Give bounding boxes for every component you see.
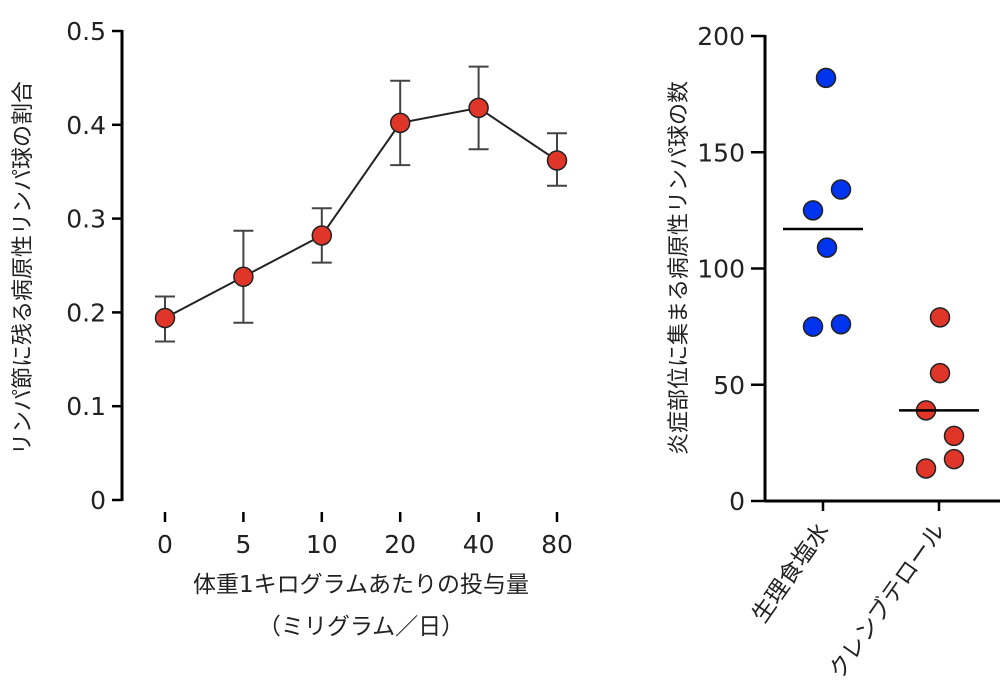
data-point — [815, 67, 837, 89]
data-point — [468, 97, 489, 119]
data-point — [943, 425, 965, 447]
y-tick-label: 150 — [697, 138, 745, 167]
x-tick-label: 40 — [463, 530, 495, 559]
x-tick-label: 80 — [541, 530, 573, 559]
y-tick-label: 200 — [697, 22, 745, 51]
y-tick-label: 100 — [697, 255, 745, 284]
data-point — [830, 179, 852, 200]
y-tick-label: 0.1 — [66, 392, 106, 421]
left-x-axis-unit: （ミリグラム／日） — [258, 614, 464, 640]
y-tick-label: 0 — [729, 487, 745, 516]
x-tick-label: 5 — [235, 530, 251, 559]
data-point — [802, 200, 824, 221]
y-tick-label: 0.5 — [66, 17, 106, 46]
data-point — [154, 307, 176, 329]
y-tick-label: 0 — [90, 486, 106, 515]
x-tick-label: 20 — [384, 530, 416, 559]
data-point — [311, 225, 333, 246]
data-point — [802, 316, 824, 337]
series-line — [164, 106, 558, 319]
y-tick-label: 0.4 — [66, 111, 106, 140]
data-point — [915, 458, 937, 479]
data-point — [546, 150, 568, 171]
data-point — [830, 314, 852, 335]
data-point — [943, 448, 965, 470]
right-category-label-clenbuterol: クレンブテロール — [824, 519, 950, 684]
right-category-label-saline: 生理食塩水 — [748, 519, 835, 628]
x-tick-label: 10 — [306, 530, 338, 559]
y-tick-label: 50 — [713, 371, 745, 400]
data-point — [816, 237, 838, 258]
y-tick-label: 0.3 — [66, 205, 106, 234]
data-point — [929, 362, 951, 384]
data-point — [389, 112, 411, 134]
cell-count-chart: 0 50 100 150 200 — [697, 22, 1000, 516]
right-y-axis-label: 炎症部位に集まる病原性リンパ球の数 — [667, 81, 692, 455]
dose-response-chart: 0 0.1 0.2 0.3 0.4 0.5 0 5 10 20 40 80 — [66, 17, 573, 559]
left-y-axis-label: リンパ節に残る病原性リンパ球の割合 — [11, 81, 36, 455]
x-tick-label: 0 — [157, 530, 173, 559]
data-point — [929, 307, 951, 328]
data-point — [233, 266, 254, 288]
left-x-axis-label: 体重1キログラムあたりの投与量 — [193, 572, 529, 598]
y-tick-label: 0.2 — [66, 298, 106, 327]
